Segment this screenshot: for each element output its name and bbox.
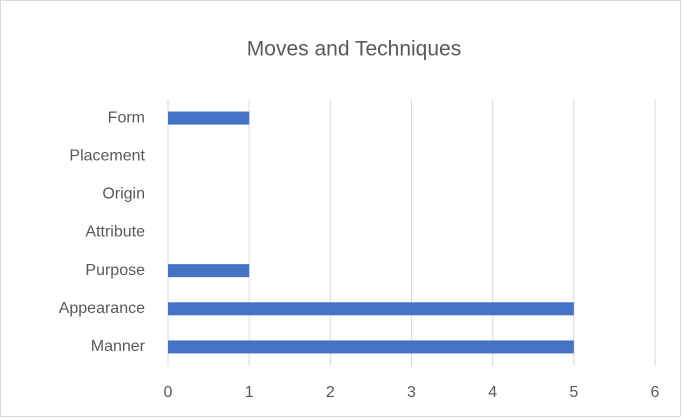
- y-tick-label: Placement: [69, 147, 145, 164]
- y-tick-label: Form: [108, 109, 145, 126]
- x-tick-label: 4: [488, 384, 497, 401]
- y-tick-label: Manner: [91, 338, 146, 355]
- bar: [168, 302, 574, 316]
- bar: [168, 340, 574, 354]
- bar: [168, 111, 250, 125]
- x-tick-label: 0: [164, 384, 173, 401]
- chart-title: Moves and Techniques: [247, 38, 461, 61]
- x-tick-label: 5: [569, 384, 578, 401]
- x-tick-label: 6: [651, 384, 660, 401]
- y-tick-label: Purpose: [85, 262, 145, 279]
- bar: [168, 264, 250, 278]
- y-tick-label: Origin: [102, 186, 145, 203]
- y-tick-label: Attribute: [85, 224, 145, 241]
- x-tick-label: 3: [407, 384, 416, 401]
- x-tick-label: 2: [326, 384, 335, 401]
- y-tick-label: Appearance: [59, 300, 145, 317]
- x-tick-label: 1: [245, 384, 254, 401]
